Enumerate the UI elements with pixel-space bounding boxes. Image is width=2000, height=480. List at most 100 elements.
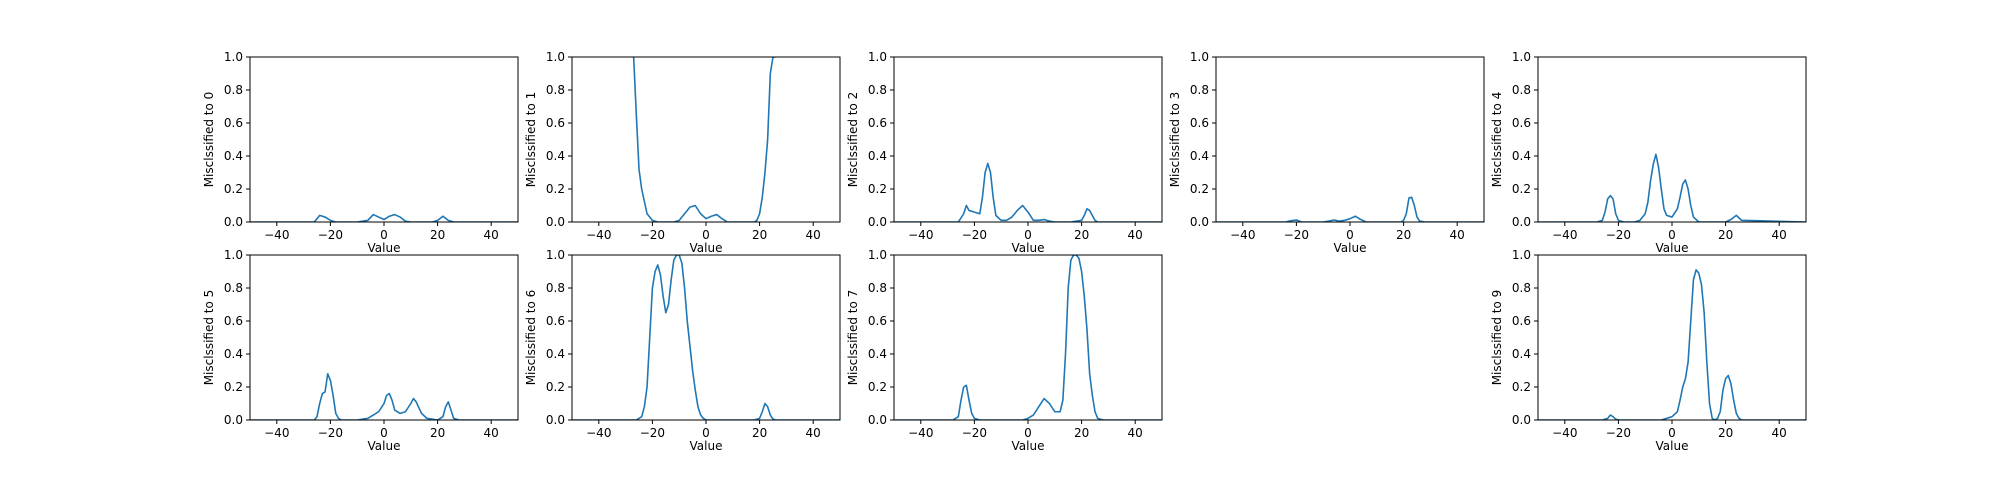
x-tick-label: 20 [1074,228,1089,242]
data-line [894,162,1162,222]
x-axis-label: Value [368,241,401,255]
y-tick-label: 0.8 [224,83,243,97]
y-tick-label: 0.0 [1512,413,1531,427]
y-tick-label: 0.0 [224,413,243,427]
data-line [894,255,1162,420]
y-tick-label: 0.4 [224,149,243,163]
y-tick-label: 0.2 [546,380,565,394]
x-tick-label: 0 [1346,228,1354,242]
x-tick-label: 40 [484,228,499,242]
y-tick-label: 0.2 [1512,182,1531,196]
data-line [632,57,776,222]
y-tick-label: 0.8 [224,281,243,295]
y-tick-label: 0.4 [1512,347,1531,361]
y-tick-label: 0.0 [868,215,887,229]
y-axis-label: Misclssified to 6 [524,290,538,386]
x-tick-label: −40 [908,426,933,440]
data-line [250,213,518,222]
axes-frame [249,254,519,421]
x-tick-label: −40 [586,228,611,242]
y-tick-label: 0.0 [1190,215,1209,229]
x-tick-label: −40 [1552,426,1577,440]
x-axis-label: Value [1656,439,1689,453]
y-axis-label: Misclssified to 2 [846,92,860,188]
data-line [1216,196,1484,222]
x-tick-label: 20 [430,426,445,440]
x-axis-label: Value [690,439,723,453]
x-tick-label: −20 [1606,228,1631,242]
x-tick-label: 20 [1396,228,1411,242]
y-tick-label: 0.2 [224,380,243,394]
x-tick-label: −40 [264,426,289,440]
y-tick-label: 0.8 [1190,83,1209,97]
data-line [1538,269,1806,420]
subplot-4: −40 −20 0 20 40 0.0 0.2 0.4 0.6 0.8 1.0 Value Miscls… [1490,50,1807,255]
y-tick-label: 0.2 [868,182,887,196]
x-tick-label: −20 [962,426,987,440]
y-tick-label: 1.0 [546,248,565,262]
x-tick-label: 0 [1668,228,1676,242]
y-tick-label: 1.0 [868,248,887,262]
subplot-9: −40 −20 0 20 40 0.0 0.2 0.4 0.6 0.8 1.0 Value Miscls… [1490,248,1807,453]
x-tick-label: −40 [908,228,933,242]
y-tick-label: 0.2 [1512,380,1531,394]
y-tick-label: 0.4 [1190,149,1209,163]
x-tick-label: 40 [806,228,821,242]
y-tick-label: 0.2 [868,380,887,394]
y-axis-label: Misclssified to 3 [1168,92,1182,188]
y-axis-label: Misclssified to 7 [846,290,860,386]
y-tick-label: 0.0 [868,413,887,427]
x-tick-label: −20 [640,228,665,242]
x-tick-label: 20 [752,228,767,242]
x-tick-label: 20 [1074,426,1089,440]
y-tick-label: 1.0 [224,50,243,64]
x-axis-label: Value [368,439,401,453]
y-tick-label: 0.6 [546,116,565,130]
y-tick-label: 0.2 [224,182,243,196]
subplot-1: −40 −20 0 20 40 0.0 0.2 0.4 0.6 0.8 1.0 Value Miscls… [524,50,841,255]
x-tick-label: −20 [640,426,665,440]
y-tick-label: 0.0 [224,215,243,229]
y-tick-label: 0.8 [1512,83,1531,97]
x-tick-label: 40 [1128,426,1143,440]
y-tick-label: 0.6 [546,314,565,328]
y-tick-label: 0.6 [1512,116,1531,130]
x-tick-label: 40 [806,426,821,440]
y-tick-label: 0.8 [868,281,887,295]
y-tick-label: 0.2 [546,182,565,196]
y-axis-label: Misclssified to 0 [202,92,216,188]
y-tick-label: 1.0 [1190,50,1209,64]
x-tick-label: 40 [1128,228,1143,242]
y-axis-label: Misclssified to 4 [1490,92,1504,188]
y-tick-label: 1.0 [868,50,887,64]
y-tick-label: 0.0 [546,413,565,427]
y-tick-label: 0.8 [868,83,887,97]
x-tick-label: 20 [1718,426,1733,440]
axes-frame [571,56,841,223]
y-tick-label: 0.8 [546,83,565,97]
x-tick-label: 0 [1024,228,1032,242]
x-axis-label: Value [1012,439,1045,453]
y-tick-label: 1.0 [224,248,243,262]
x-tick-label: −20 [318,228,343,242]
x-tick-label: −40 [586,426,611,440]
data-line [572,255,840,420]
y-tick-label: 0.6 [224,116,243,130]
x-tick-label: −20 [1606,426,1631,440]
y-tick-label: 0.4 [868,347,887,361]
axes-frame [1215,56,1485,223]
x-tick-label: 0 [1668,426,1676,440]
x-tick-label: 40 [1772,228,1787,242]
y-tick-label: 0.6 [224,314,243,328]
y-tick-label: 0.4 [546,149,565,163]
y-tick-label: 1.0 [1512,50,1531,64]
x-tick-label: 20 [752,426,767,440]
axes-frame [571,254,841,421]
y-tick-label: 0.8 [1512,281,1531,295]
subplot-5: −40 −20 0 20 40 0.0 0.2 0.4 0.6 0.8 1.0 Value Miscls… [202,248,519,453]
data-line [1538,153,1806,222]
x-tick-label: −20 [962,228,987,242]
x-tick-label: −20 [1284,228,1309,242]
x-tick-label: 20 [430,228,445,242]
